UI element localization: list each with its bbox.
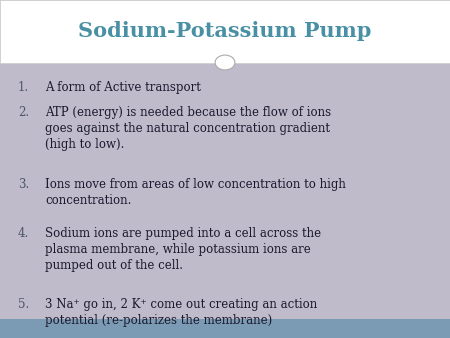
Text: A form of Active transport: A form of Active transport — [45, 81, 201, 94]
FancyBboxPatch shape — [0, 319, 450, 338]
Text: 3 Na⁺ go in, 2 K⁺ come out creating an action
potential (re-polarizes the membra: 3 Na⁺ go in, 2 K⁺ come out creating an a… — [45, 298, 317, 328]
Text: Ions move from areas of low concentration to high
concentration.: Ions move from areas of low concentratio… — [45, 178, 346, 207]
Circle shape — [215, 55, 235, 70]
Text: 2.: 2. — [18, 106, 29, 119]
Text: 3.: 3. — [18, 178, 29, 191]
Text: 4.: 4. — [18, 227, 29, 240]
Text: Sodium ions are pumped into a cell across the
plasma membrane, while potassium i: Sodium ions are pumped into a cell acros… — [45, 227, 321, 272]
FancyBboxPatch shape — [0, 0, 450, 63]
Text: ATP (energy) is needed because the flow of ions
goes against the natural concent: ATP (energy) is needed because the flow … — [45, 106, 331, 151]
Text: 1.: 1. — [18, 81, 29, 94]
Text: Sodium-Potassium Pump: Sodium-Potassium Pump — [78, 21, 372, 41]
Text: 5.: 5. — [18, 298, 29, 311]
